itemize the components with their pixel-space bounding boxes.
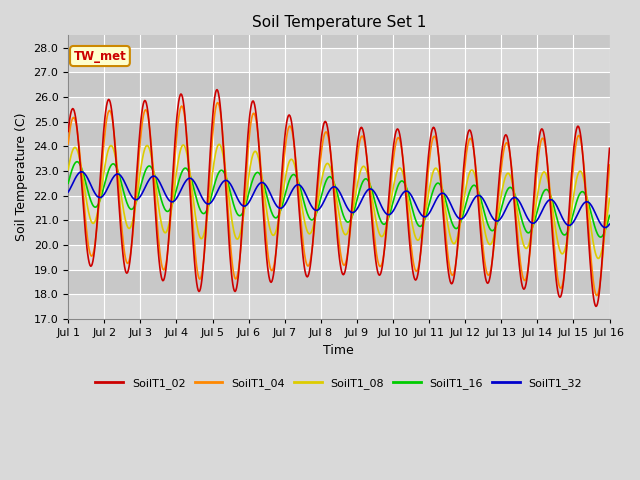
Y-axis label: Soil Temperature (C): Soil Temperature (C) <box>15 113 28 241</box>
Text: TW_met: TW_met <box>74 49 126 62</box>
Bar <box>68 220 609 245</box>
Bar <box>68 196 609 220</box>
X-axis label: Time: Time <box>323 344 354 357</box>
Bar <box>68 48 609 72</box>
Bar <box>68 146 609 171</box>
Bar <box>68 245 609 270</box>
Bar <box>68 171 609 196</box>
Bar <box>68 270 609 294</box>
Bar <box>68 294 609 319</box>
Bar <box>68 36 609 48</box>
Bar <box>68 122 609 146</box>
Title: Soil Temperature Set 1: Soil Temperature Set 1 <box>252 15 426 30</box>
Bar <box>68 97 609 122</box>
Legend: SoilT1_02, SoilT1_04, SoilT1_08, SoilT1_16, SoilT1_32: SoilT1_02, SoilT1_04, SoilT1_08, SoilT1_… <box>91 373 587 393</box>
Bar <box>68 72 609 97</box>
